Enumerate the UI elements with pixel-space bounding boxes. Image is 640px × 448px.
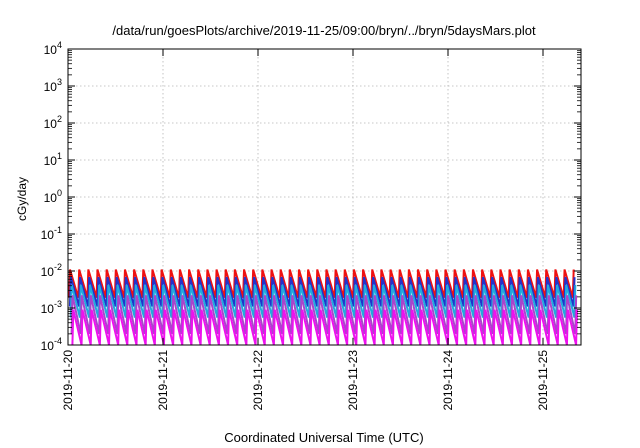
series-line-5 — [71, 309, 578, 346]
y-tick-label: 103 — [44, 77, 62, 94]
chart-title: /data/run/goesPlots/archive/2019-11-25/0… — [112, 23, 536, 38]
y-tick-label: 10-4 — [41, 336, 62, 353]
x-tick-label: 2019-11-25 — [536, 350, 550, 411]
y-axis-label: cGy/day — [15, 177, 29, 221]
x-axis-label: Coordinated Universal Time (UTC) — [224, 430, 423, 445]
y-tick-label: 101 — [44, 151, 62, 168]
series-line-2 — [68, 276, 576, 307]
series-line-3 — [69, 284, 577, 318]
series-line-1 — [68, 269, 575, 298]
y-tick-label: 102 — [44, 114, 62, 131]
x-tick-label: 2019-11-20 — [61, 350, 75, 411]
y-tick-label: 10-2 — [41, 262, 62, 279]
x-tick-label: 2019-11-23 — [346, 350, 360, 411]
x-tick-label: 2019-11-21 — [156, 350, 170, 411]
x-tick-label: 2019-11-24 — [441, 350, 455, 411]
y-tick-label: 10-3 — [41, 299, 62, 316]
y-tick-label: 100 — [44, 188, 62, 205]
series-line-4 — [70, 295, 578, 335]
series-group — [68, 269, 578, 346]
axes: 10410310210110010-110-210-310-42019-11-2… — [41, 40, 581, 411]
y-tick-label: 10-1 — [41, 225, 62, 242]
y-tick-label: 104 — [44, 40, 62, 57]
x-tick-label: 2019-11-22 — [251, 350, 265, 411]
